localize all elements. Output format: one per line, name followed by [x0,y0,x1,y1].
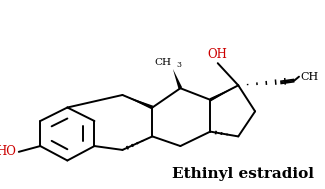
Text: 3: 3 [176,61,181,69]
Text: HO: HO [0,145,16,158]
Text: Ethinyl estradiol: Ethinyl estradiol [172,167,314,181]
Polygon shape [173,69,182,89]
Text: OH: OH [208,48,228,61]
Polygon shape [123,95,153,109]
Polygon shape [210,85,238,101]
Text: CH: CH [301,72,319,82]
Text: CH: CH [154,58,171,67]
